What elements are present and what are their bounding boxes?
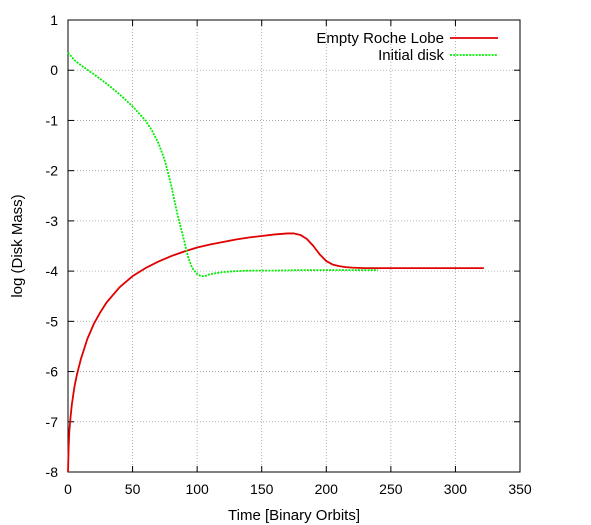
- y-tick-label: -3: [46, 213, 59, 229]
- y-tick-label: -4: [46, 263, 59, 279]
- legend-label: Initial disk: [378, 47, 444, 64]
- y-tick-label: -8: [46, 464, 59, 480]
- series-lines: [67, 52, 484, 473]
- y-tick-label: -7: [46, 414, 59, 430]
- x-tick-label: 50: [125, 481, 141, 497]
- y-tick-label: -6: [46, 364, 59, 380]
- y-axis-title: log (Disk Mass): [9, 194, 26, 297]
- x-tick-label: 150: [250, 481, 274, 497]
- y-tick-label: -1: [46, 112, 59, 128]
- x-tick-label: 350: [508, 481, 532, 497]
- y-tick-label: 0: [50, 62, 58, 78]
- x-axis-title: Time [Binary Orbits]: [228, 507, 360, 524]
- axis-ticks: 0 50 100 150 200 250 300 350 -8 -7 -6 -5 -4 -3 -2 -1 0 1: [46, 12, 532, 497]
- x-tick-label: 200: [315, 481, 339, 497]
- x-tick-label: 300: [444, 481, 468, 497]
- legend-label: Empty Roche Lobe: [316, 30, 444, 47]
- x-tick-label: 0: [64, 481, 72, 497]
- x-tick-label: 100: [185, 481, 209, 497]
- plot-frame: [67, 19, 521, 473]
- y-tick-label: -5: [46, 313, 59, 329]
- y-tick-label: -2: [46, 163, 59, 179]
- x-tick-label: 250: [379, 481, 403, 497]
- series-line-0: [67, 232, 484, 473]
- y-tick-label: 1: [50, 12, 58, 28]
- grid-lines: [68, 20, 520, 472]
